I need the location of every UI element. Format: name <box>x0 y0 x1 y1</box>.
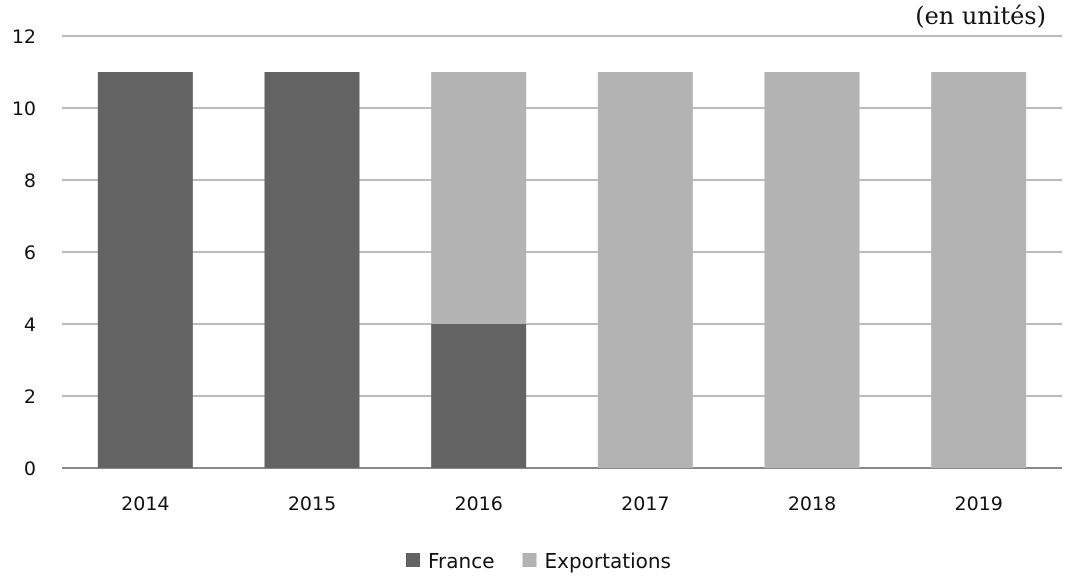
y-tick-label: 2 <box>24 386 36 408</box>
y-tick-label: 10 <box>12 98 36 120</box>
bar-exportations-2017 <box>597 72 693 468</box>
bar-france-2014 <box>97 72 193 468</box>
y-tick-label: 6 <box>24 242 36 264</box>
x-tick-label: 2018 <box>788 493 836 515</box>
bar-exportations-2019 <box>931 72 1027 468</box>
bar-exportations-2016 <box>431 72 527 324</box>
legend-label: Exportations <box>545 549 671 573</box>
x-tick-label: 2016 <box>454 493 502 515</box>
y-tick-label: 8 <box>24 170 36 192</box>
bar-france-2016 <box>431 324 527 468</box>
y-tick-label: 12 <box>12 26 36 48</box>
legend-swatch-exportations <box>522 553 537 567</box>
bar-france-2015 <box>264 72 360 468</box>
x-tick-label: 2014 <box>121 493 169 515</box>
unit-label: (en unités) <box>915 2 1046 30</box>
y-tick-label: 4 <box>24 314 36 336</box>
x-tick-label: 2015 <box>288 493 336 515</box>
legend-swatch-france <box>406 553 420 567</box>
bar-exportations-2018 <box>764 72 860 468</box>
y-tick-label: 0 <box>24 458 36 480</box>
legend-label: France <box>428 549 495 573</box>
x-tick-label: 2019 <box>954 493 1002 515</box>
x-tick-label: 2017 <box>621 493 669 515</box>
